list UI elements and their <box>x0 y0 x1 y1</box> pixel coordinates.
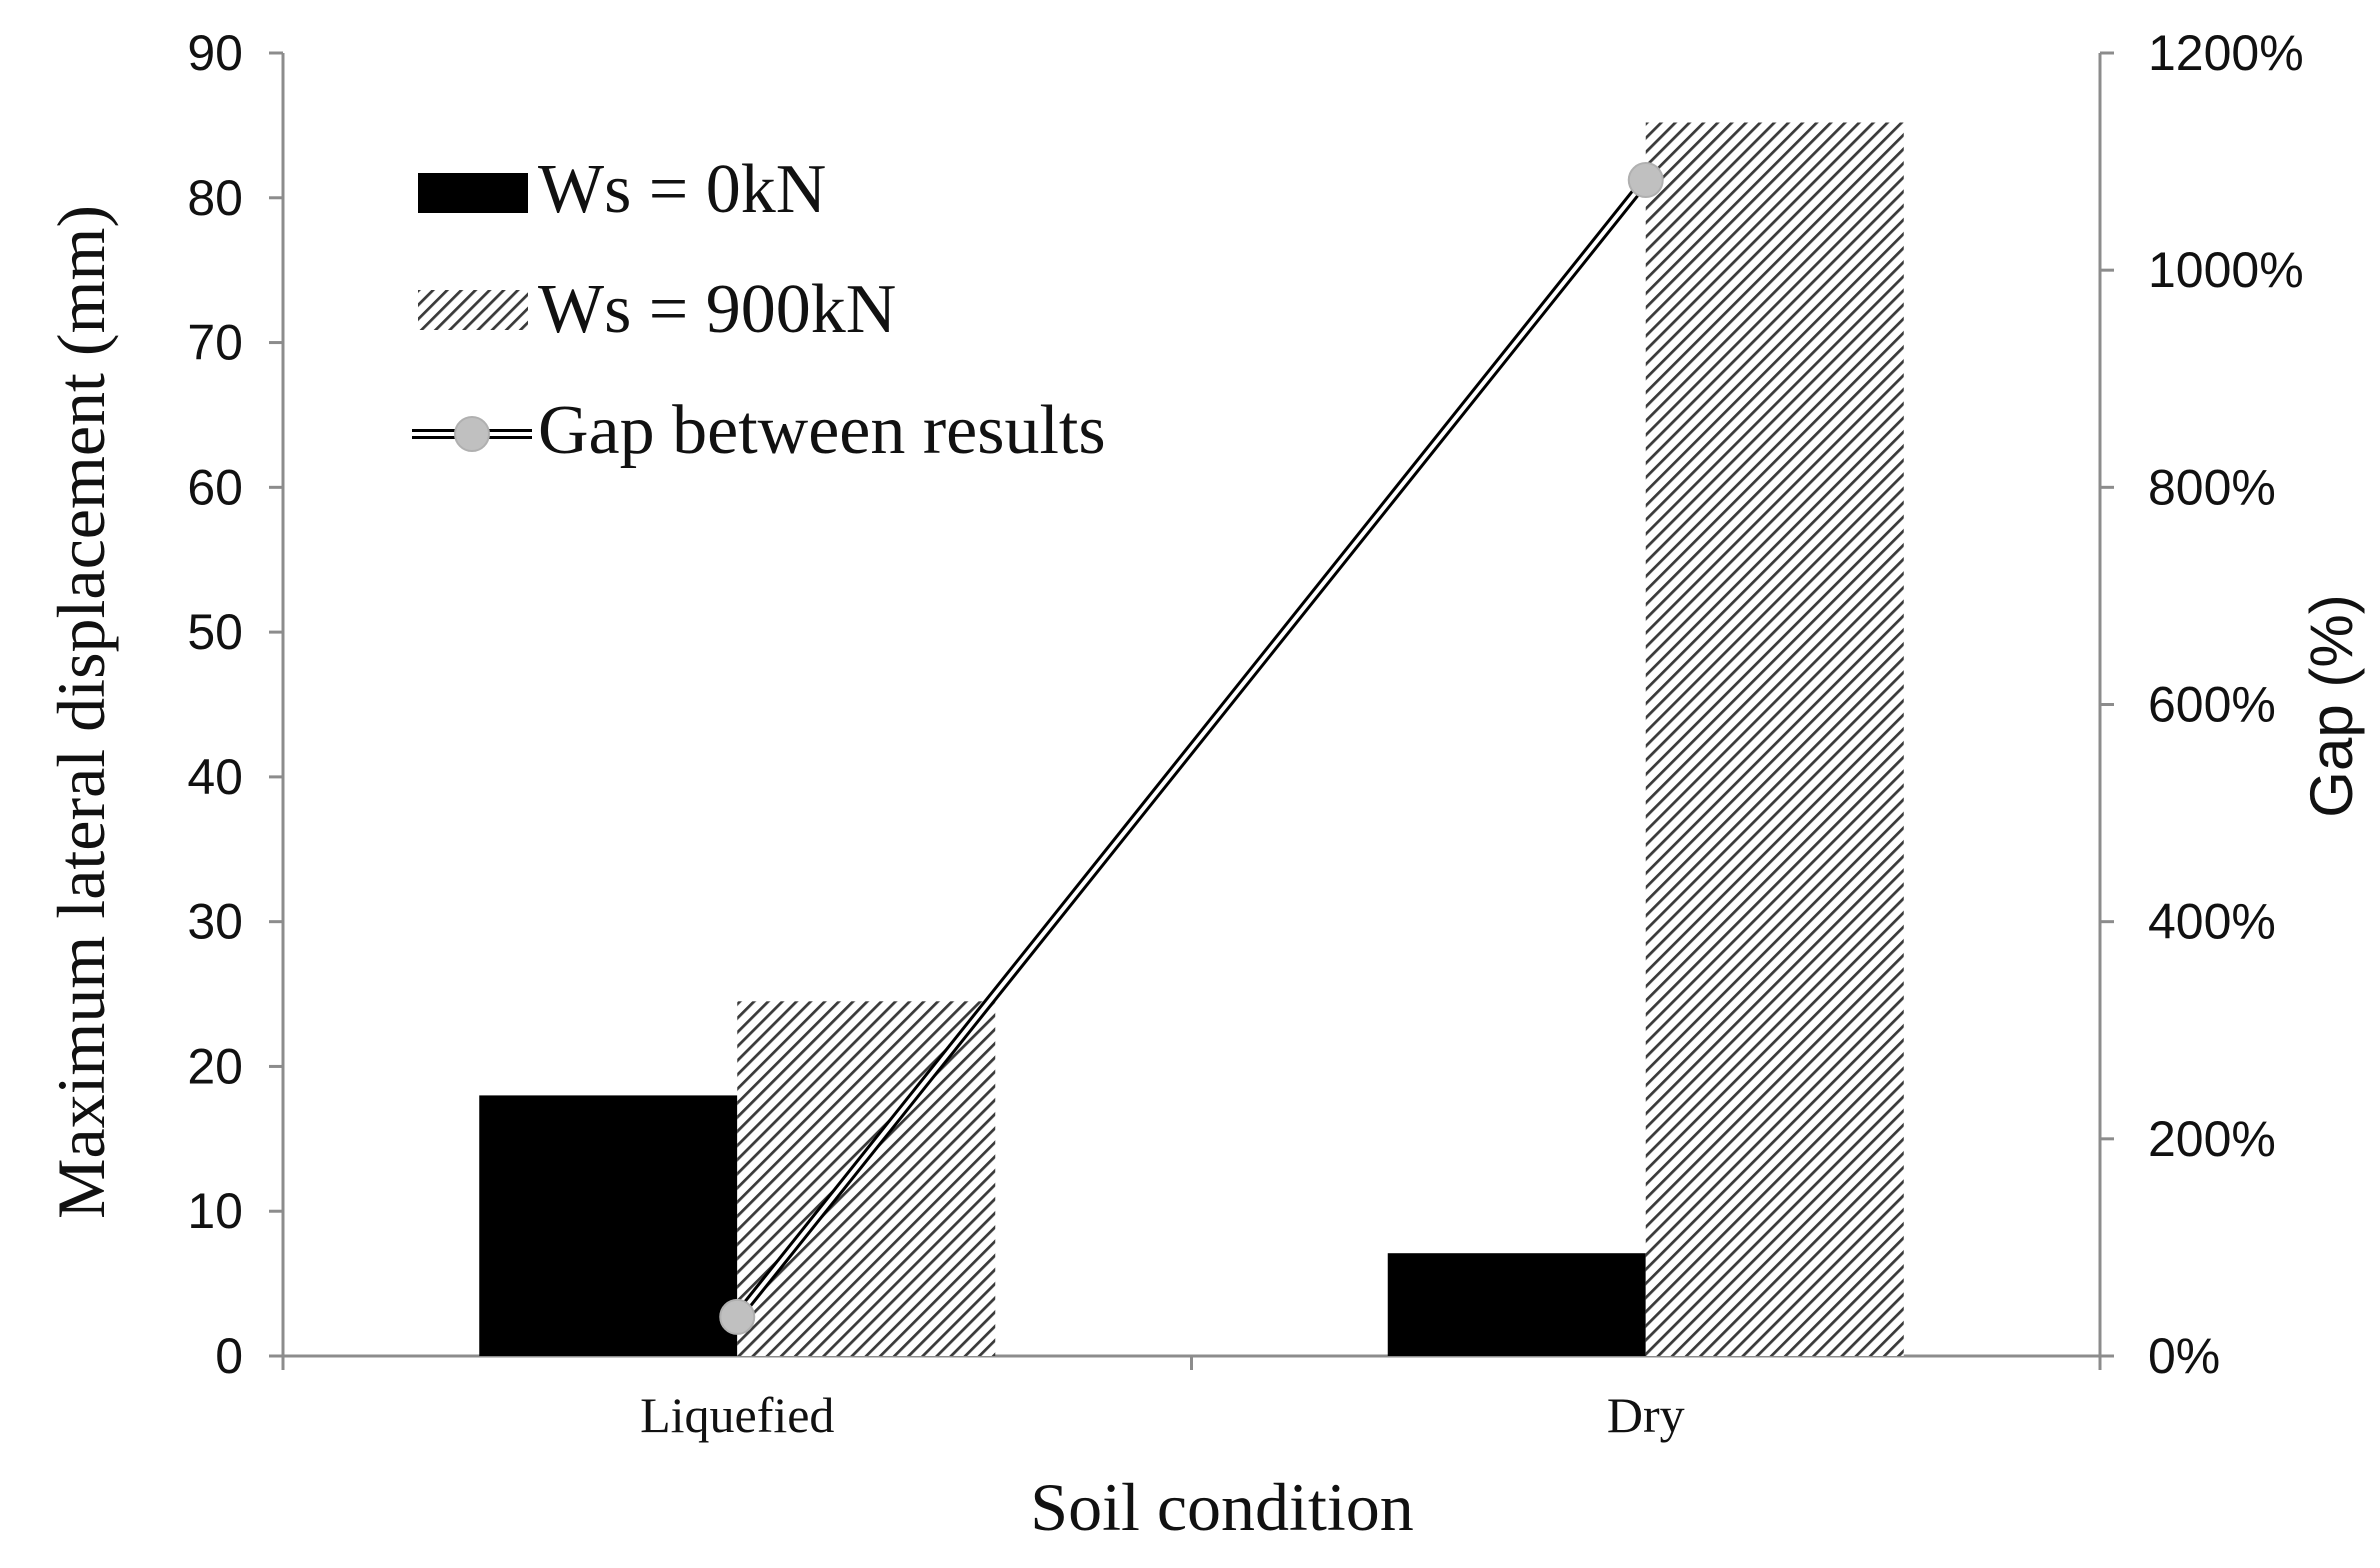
legend-label-gap: Gap between results <box>538 392 1106 469</box>
y2-tick-label-0: 0% <box>2148 1328 2220 1384</box>
y-tick-label-2: 20 <box>187 1038 243 1094</box>
legend: Ws = 0kN Ws = 900kN Gap between results <box>412 151 1106 469</box>
bar-ws0-liquefied <box>479 1095 738 1356</box>
y2-tick-label-3: 600% <box>2148 677 2276 733</box>
y-tick-label-5: 50 <box>187 604 243 660</box>
bar-ws0-dry <box>1387 1253 1646 1356</box>
gap-point-liquefied <box>719 1298 756 1335</box>
y-tick-label-0: 0 <box>215 1328 243 1384</box>
legend-item-ws900: Ws = 900kN <box>418 271 896 348</box>
y-tick-label-8: 80 <box>187 170 243 226</box>
bar-ws900-dry <box>1645 122 1904 1357</box>
y-tick-label-7: 70 <box>187 315 243 371</box>
gap-line-inner <box>735 178 1648 1319</box>
y-tick-label-1: 10 <box>187 1183 243 1239</box>
y-tick-label-3: 30 <box>187 894 243 950</box>
y2-tick-label-5: 1000% <box>2148 242 2304 298</box>
legend-item-ws0: Ws = 0kN <box>418 151 826 228</box>
ticks-layer <box>269 51 2114 1370</box>
y2-tick-label-6: 1200% <box>2148 25 2304 81</box>
x-tick-label-0: Liquefied <box>640 1387 834 1443</box>
legend-swatch-solid <box>418 173 528 213</box>
x-axis-title: Soil condition <box>1030 1469 1413 1545</box>
y-tick-label-6: 60 <box>187 459 243 515</box>
y2-tick-label-4: 800% <box>2148 459 2276 515</box>
y-tick-label-4: 40 <box>187 749 243 805</box>
y-tick-label-9: 90 <box>187 25 243 81</box>
labels-layer: 0 10 20 30 40 50 60 70 80 90 0% 200% 400% 600% 800% 100… <box>187 25 2303 1443</box>
legend-item-gap: Gap between results <box>412 392 1106 469</box>
legend-label-ws900: Ws = 900kN <box>538 271 896 348</box>
line-layer <box>719 162 1664 1335</box>
legend-marker <box>454 416 490 452</box>
legend-swatch-hatched <box>418 290 528 330</box>
bars-layer <box>479 122 1904 1357</box>
x-tick-label-1: Dry <box>1607 1387 1685 1443</box>
y2-tick-label-1: 200% <box>2148 1111 2276 1167</box>
y-axis-title: Maximum lateral displacement (mm) <box>43 205 119 1219</box>
gap-point-dry <box>1627 162 1664 199</box>
y2-axis-title: Gap (%) <box>2298 594 2365 817</box>
bar-ws900-liquefied <box>737 1001 996 1356</box>
y2-tick-label-2: 400% <box>2148 894 2276 950</box>
legend-label-ws0: Ws = 0kN <box>538 151 826 228</box>
